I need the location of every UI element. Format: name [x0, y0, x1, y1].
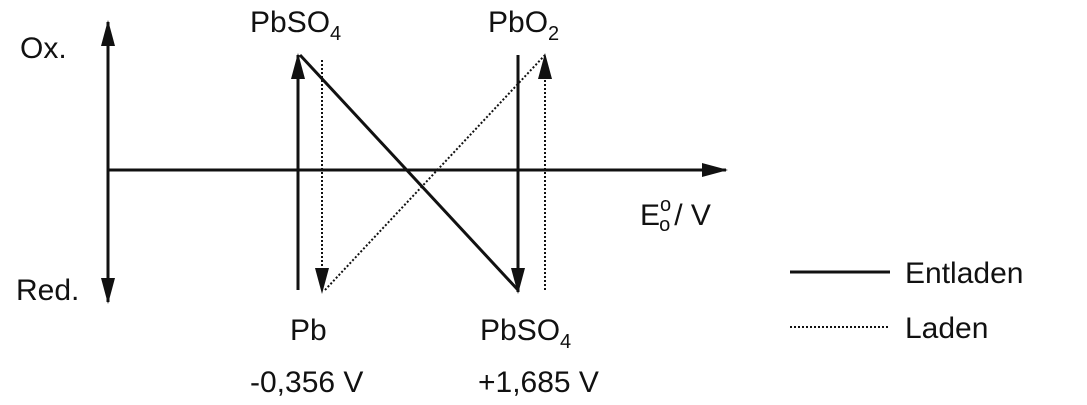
potential: +1,685 V: [478, 366, 599, 399]
line-solid: [298, 53, 520, 292]
line-dotted: [324, 54, 546, 291]
node-label: Pb: [290, 314, 327, 347]
axis-bottom: Red.: [16, 274, 79, 307]
legend-label: Entladen: [905, 257, 1023, 290]
x-label: Eo o / V: [640, 194, 711, 236]
node-label: PbSO4: [250, 6, 341, 45]
axis-top: Ox.: [20, 32, 67, 65]
legend-label: Laden: [905, 312, 988, 345]
node-label: PbO2: [488, 6, 559, 45]
potential: -0,356 V: [250, 366, 363, 399]
node-label: PbSO4: [480, 314, 571, 353]
